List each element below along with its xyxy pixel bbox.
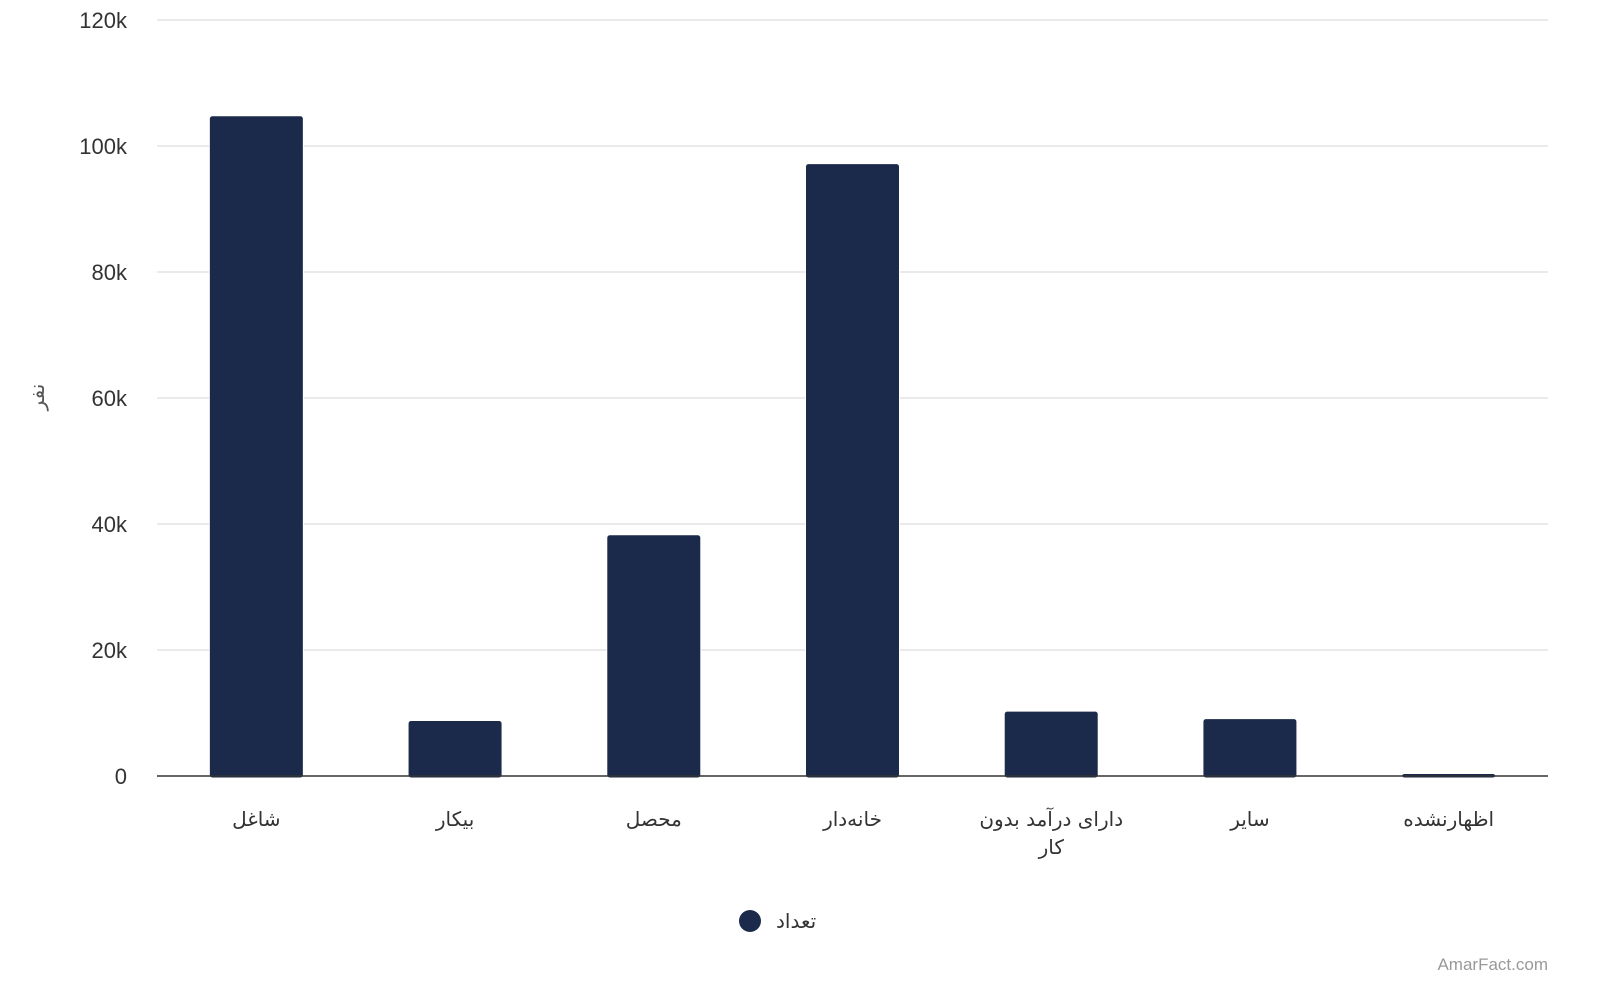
legend[interactable]: تعداد <box>739 909 816 933</box>
bar[interactable] <box>1202 718 1298 779</box>
legend-label[interactable]: تعداد <box>776 909 816 933</box>
y-tick-label: 40k <box>92 512 128 537</box>
bar[interactable] <box>407 720 503 779</box>
bar[interactable] <box>208 115 304 779</box>
bars <box>208 115 1497 779</box>
y-tick-label: 60k <box>92 386 128 411</box>
legend-marker[interactable] <box>739 910 761 932</box>
x-tick-label: خانه‌دار <box>822 807 882 831</box>
y-tick-label: 20k <box>92 638 128 663</box>
x-tick-label: اظهارنشده <box>1403 807 1494 831</box>
y-tick-label: 120k <box>79 8 128 33</box>
y-tick-label: 80k <box>92 260 128 285</box>
x-tick-label: شاغل <box>232 807 280 831</box>
x-tick-label: دارای درآمد بدون کار <box>979 806 1123 859</box>
bar[interactable] <box>1003 710 1099 779</box>
y-tick-label: 100k <box>79 134 128 159</box>
x-tick-label: بیکار <box>435 807 474 831</box>
bar[interactable] <box>805 163 900 779</box>
x-tick-label: سایر <box>1229 807 1269 831</box>
bar[interactable] <box>606 534 702 779</box>
x-tick-label: محصل <box>626 807 682 831</box>
y-axis-label: نفر <box>25 384 49 412</box>
credit-text[interactable]: AmarFact.com <box>1437 955 1548 974</box>
y-axis-ticks: 0 20k 40k 60k 80k 100k 120k <box>79 8 128 789</box>
x-axis-labels: شاغل بیکار محصل خانه‌دار دارای درآمد بدون کار… <box>232 806 1494 859</box>
y-tick-label: 0 <box>115 764 127 789</box>
